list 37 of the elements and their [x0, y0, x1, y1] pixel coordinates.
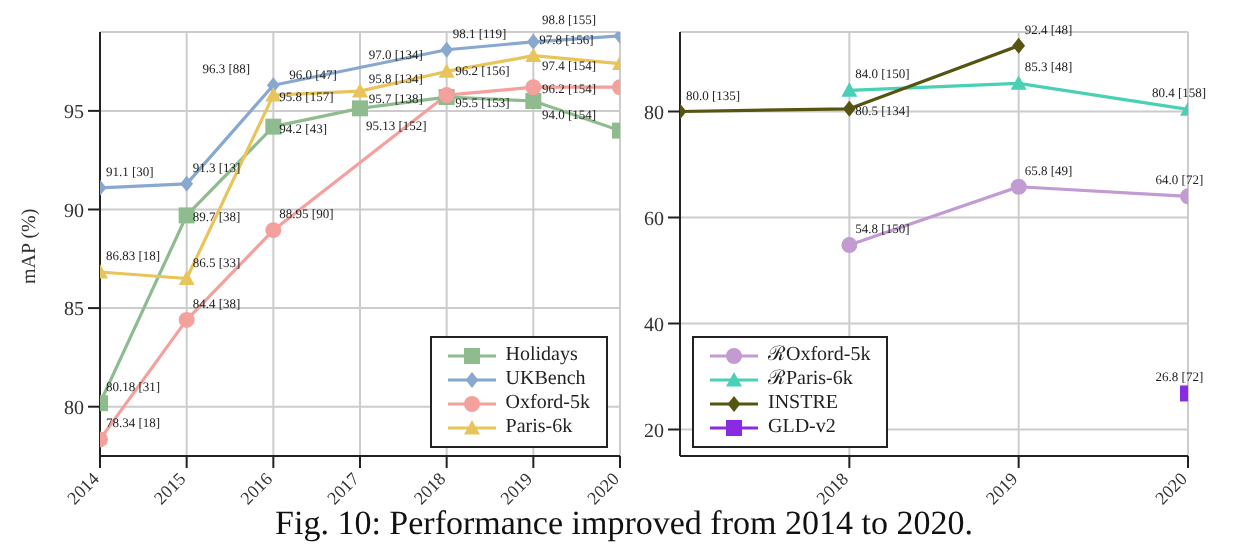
- legend-label: Oxford-5k: [505, 392, 590, 416]
- point: [178, 270, 195, 285]
- point: [526, 33, 540, 50]
- point: [180, 175, 194, 192]
- y-axis-title: mAP (%): [19, 208, 42, 284]
- point: [525, 93, 542, 110]
- point: [525, 79, 542, 96]
- y-tick-label: 60: [644, 208, 664, 231]
- y-tick-label: 80: [64, 397, 84, 420]
- point: [178, 207, 195, 224]
- legend-label: UKBench: [505, 368, 586, 392]
- legend-label: ℛParis-6k: [768, 368, 853, 392]
- point: [1010, 178, 1027, 195]
- legend-label: GLD-v2: [768, 416, 836, 440]
- point: [265, 222, 282, 239]
- point: [1010, 75, 1027, 90]
- legend-label: Paris-6k: [505, 416, 573, 440]
- y-tick-label: 90: [64, 200, 84, 223]
- point: [178, 311, 195, 328]
- point: [525, 47, 542, 63]
- point: [440, 41, 454, 58]
- point: [352, 83, 368, 98]
- point: [841, 237, 858, 254]
- y-tick-label: 95: [64, 101, 84, 124]
- y-tick-label: 20: [644, 420, 664, 443]
- legend-label: ℛOxford-5k: [768, 344, 871, 368]
- y-tick-label: 85: [64, 299, 84, 322]
- point: [438, 63, 455, 78]
- caption: Fig. 10: Performance improved from 2014 to 2020.: [275, 504, 973, 542]
- legend-label: Holidays: [505, 344, 578, 368]
- y-tick-label: 80: [644, 102, 664, 125]
- point: [841, 82, 858, 97]
- point: [352, 100, 368, 117]
- point: [842, 100, 856, 117]
- point: [1012, 37, 1026, 54]
- y-tick-label: 40: [644, 314, 664, 337]
- legend-label: INSTRE: [768, 392, 838, 416]
